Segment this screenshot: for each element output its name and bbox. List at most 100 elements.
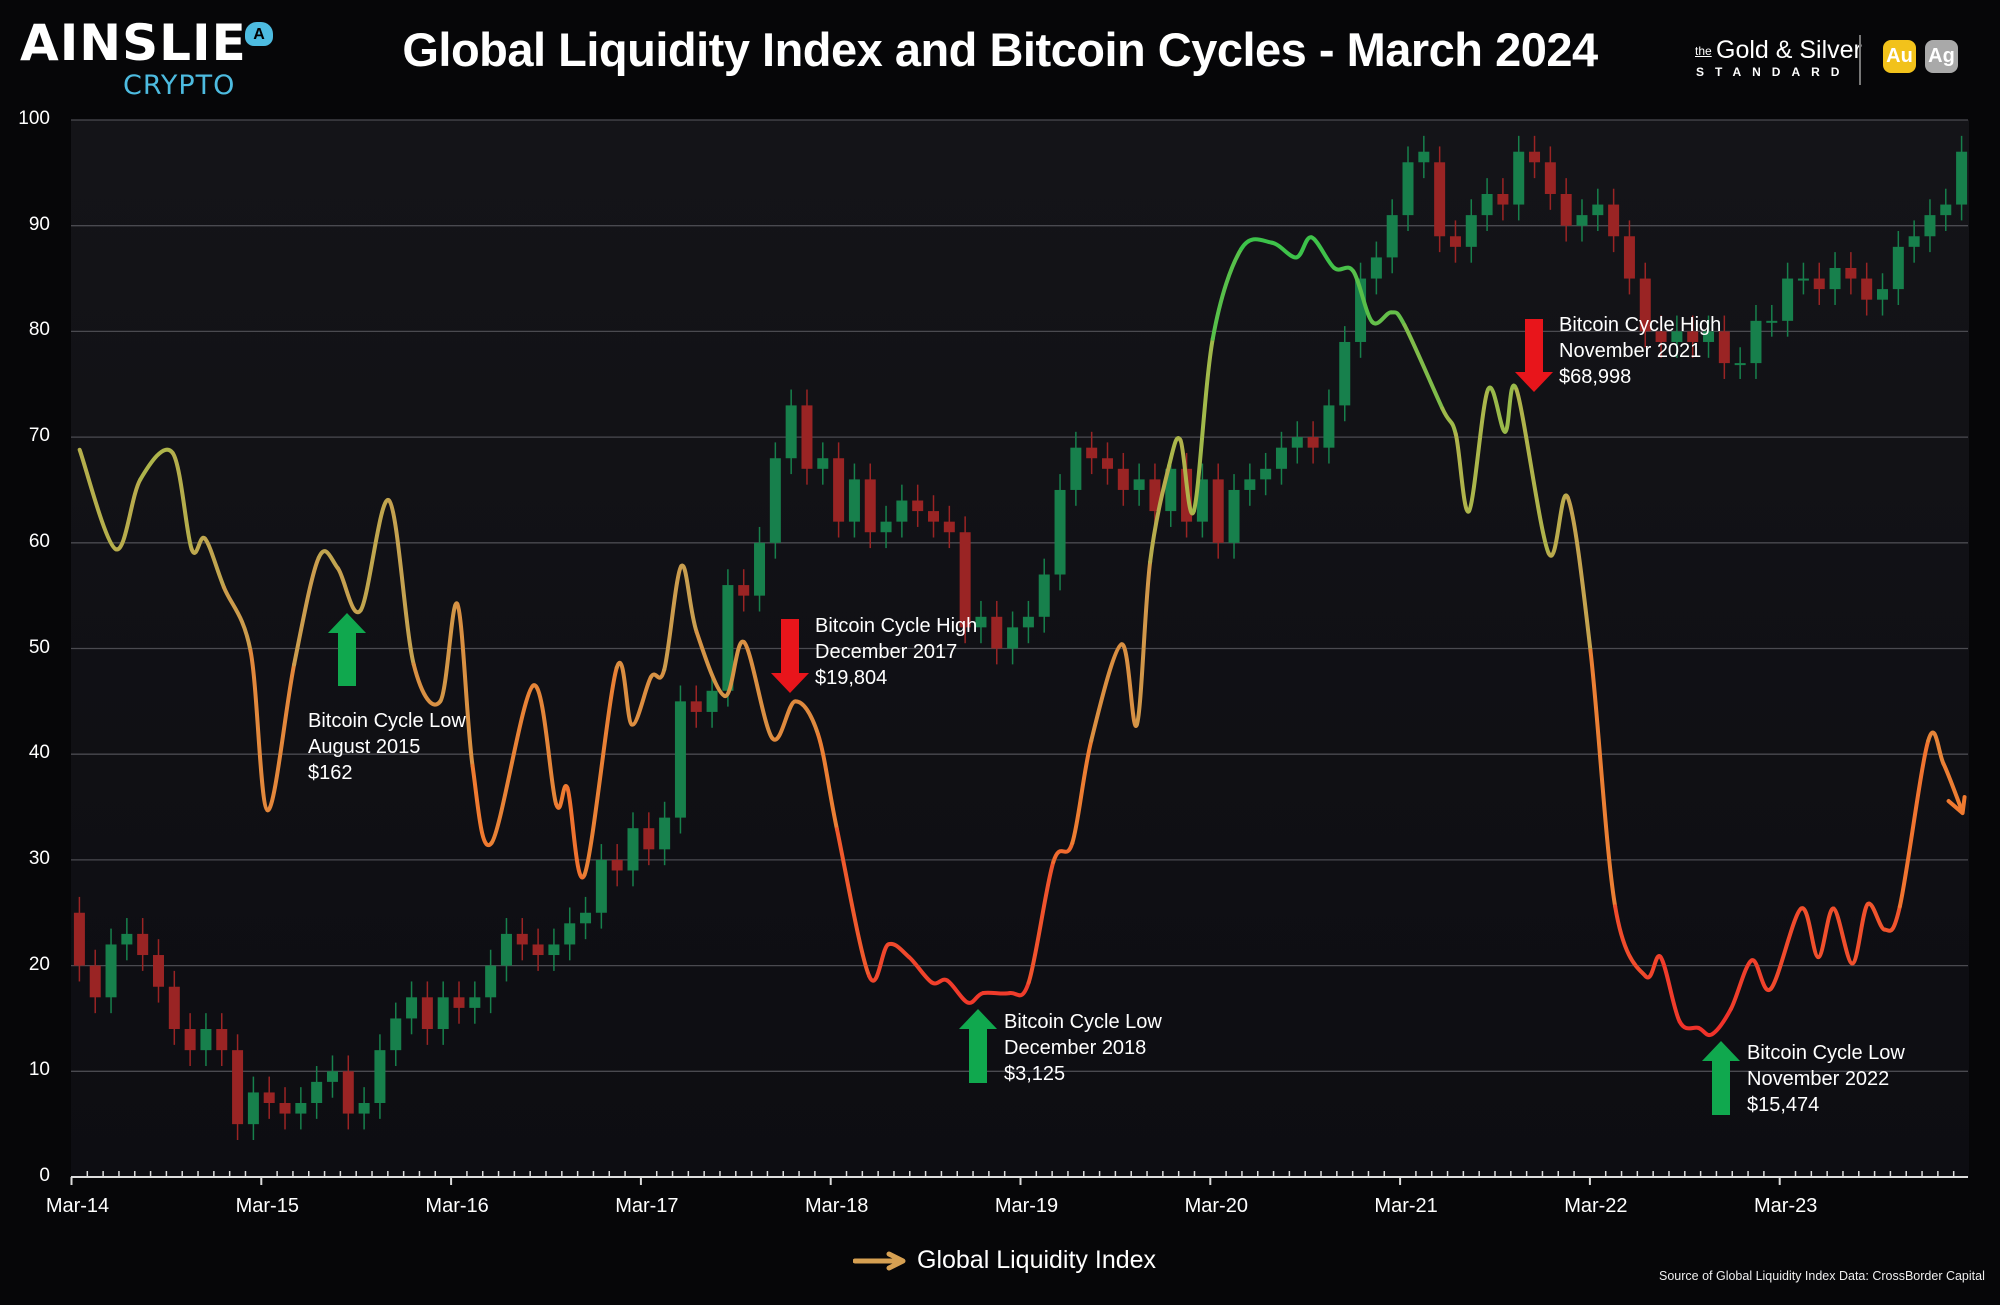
- annotation-price: $15,474: [1747, 1094, 1820, 1116]
- arrow-up-icon: [959, 1009, 997, 1083]
- candle: [1687, 331, 1699, 342]
- annotation-price: $3,125: [1004, 1063, 1066, 1085]
- candle: [1355, 278, 1367, 342]
- candle: [1956, 151, 1968, 205]
- liquidity-line-segment: [1007, 980, 1031, 998]
- x-tick-label: Mar-16: [425, 1195, 489, 1217]
- liquidity-line-segment: [77, 447, 118, 552]
- annotation-price: $68,998: [1559, 366, 1632, 388]
- annotation-date: November 2021: [1559, 340, 1702, 362]
- liquidity-line-segment: [221, 585, 253, 653]
- candle: [1228, 489, 1240, 543]
- annotation-title: Bitcoin Cycle Low: [1747, 1042, 1905, 1064]
- liquidity-line-segment: [1332, 265, 1356, 274]
- candle: [1086, 447, 1098, 459]
- arrow-up-icon: [328, 613, 366, 686]
- candle: [1275, 447, 1287, 469]
- candle: [263, 1092, 275, 1104]
- source-note: Source of Global Liquidity Index Data: C…: [1659, 1269, 1985, 1283]
- liquidity-line-segment: [867, 942, 891, 983]
- candle: [152, 955, 164, 987]
- gold-silver-logo-name: Gold & Silver: [1716, 36, 1862, 64]
- arrow-down-icon: [771, 619, 809, 693]
- y-tick-label: 80: [28, 319, 50, 341]
- candle: [1718, 331, 1730, 364]
- liquidity-line-segment: [1239, 237, 1274, 251]
- x-tick-label: Mar-15: [235, 1195, 299, 1217]
- annotation-title: Bitcoin Cycle Low: [308, 710, 466, 732]
- candle: [390, 1018, 402, 1051]
- candle: [754, 542, 766, 596]
- annotation-date: November 2022: [1747, 1068, 1890, 1090]
- candle: [912, 500, 924, 512]
- y-tick-label: 60: [28, 530, 50, 552]
- candle: [1339, 341, 1351, 406]
- candle: [1671, 331, 1683, 342]
- candle: [801, 405, 813, 469]
- candle: [89, 965, 101, 998]
- candle: [73, 912, 85, 966]
- liquidity-line-segment: [981, 990, 1012, 996]
- liquidity-line-segment: [1749, 958, 1773, 992]
- liquidity-line-segment: [489, 683, 536, 845]
- legend: Global Liquidity Index: [853, 1246, 1156, 1275]
- liquidity-line-segment: [1134, 559, 1153, 727]
- liquidity-line-segment: [1565, 495, 1593, 653]
- candle: [1892, 246, 1904, 290]
- x-tick-label: Mar-18: [805, 1195, 869, 1217]
- candle: [1101, 458, 1113, 469]
- liquidity-line-segment: [648, 667, 667, 680]
- candle: [200, 1029, 212, 1051]
- candle: [864, 479, 876, 533]
- candle: [1908, 236, 1920, 247]
- candle: [342, 1071, 354, 1114]
- liquidity-line-segment: [265, 662, 297, 813]
- liquidity-line-segment: [815, 732, 839, 832]
- liquidity-line-segment: [531, 683, 559, 806]
- candle: [1813, 278, 1825, 290]
- candle: [421, 997, 433, 1030]
- x-tick-label: Mar-21: [1374, 1195, 1438, 1217]
- liquidity-line-segment: [1485, 385, 1508, 434]
- candle: [1481, 193, 1493, 216]
- annotation-date: August 2015: [308, 736, 421, 758]
- candle: [1797, 278, 1809, 281]
- y-tick-label: 10: [28, 1059, 50, 1081]
- liquidity-line-segment: [1051, 840, 1075, 865]
- liquidity-line-segment: [1613, 904, 1648, 979]
- liquidity-line-segment: [411, 662, 443, 707]
- candle: [137, 933, 149, 956]
- annotation-low-2018: Bitcoin Cycle Low December 2018 $3,125: [1004, 1009, 1162, 1087]
- x-tick-label: Mar-23: [1754, 1195, 1818, 1217]
- candle: [817, 458, 829, 469]
- liquidity-line-segment: [470, 763, 494, 848]
- annotation-low-2022: Bitcoin Cycle Low November 2022 $15,474: [1747, 1040, 1905, 1118]
- liquidity-line-segment: [565, 786, 587, 880]
- annotation-title: Bitcoin Cycle High: [1559, 314, 1722, 336]
- liquidity-line-segment: [722, 640, 746, 699]
- candle: [659, 817, 671, 850]
- liquidity-line-segment: [1026, 860, 1056, 985]
- liquidity-line-segment: [834, 827, 872, 979]
- liquidity-line-segment: [1440, 406, 1458, 436]
- candle: [1434, 162, 1446, 237]
- liquidity-line-segment: [662, 564, 684, 672]
- gold-icon: Au: [1883, 40, 1916, 73]
- candle: [469, 997, 481, 1008]
- liquidity-line-segment: [138, 447, 175, 482]
- liquidity-line-segment: [1148, 463, 1172, 564]
- arrow-down-icon: [1515, 319, 1553, 392]
- chart-title: Global Liquidity Index and Bitcoin Cycle…: [402, 23, 1598, 76]
- candle: [1022, 616, 1034, 628]
- annotation-title: Bitcoin Cycle High: [815, 615, 978, 637]
- candle: [580, 912, 592, 924]
- candle: [1861, 278, 1873, 300]
- candle: [1007, 627, 1019, 649]
- liquidity-line-segment: [1503, 383, 1519, 434]
- liquidity-line-segment: [1309, 235, 1337, 270]
- annotation-price: $162: [308, 762, 353, 784]
- liquidity-line-segment: [1882, 904, 1902, 933]
- liquidity-line-segment: [554, 784, 570, 810]
- liquidity-line-segment: [170, 450, 194, 552]
